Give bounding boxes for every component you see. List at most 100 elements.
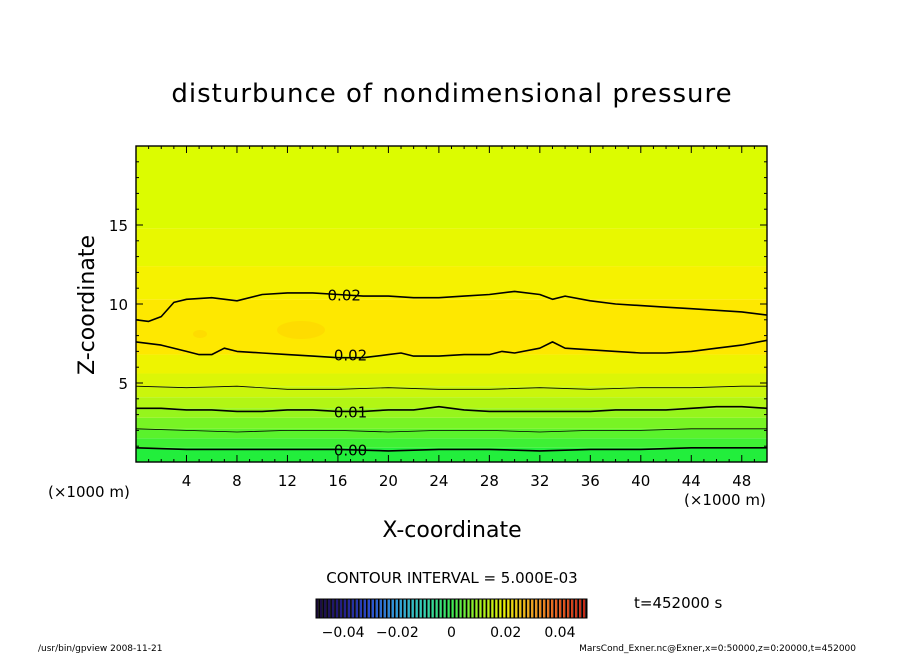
colorbar-stripe	[387, 599, 390, 618]
y-axis: 5 10 15	[109, 161, 767, 447]
x-tick-label: 20	[379, 472, 398, 490]
colorbar-stripe	[483, 599, 486, 618]
fill-band-5	[136, 397, 767, 409]
colorbar-gap	[485, 599, 488, 618]
colorbar-stripe	[507, 599, 510, 618]
contour-label-1: 0.02	[334, 347, 367, 365]
time-label: t=452000 s	[634, 594, 722, 612]
colorbar-gap	[557, 599, 560, 618]
colorbar-stripe	[547, 599, 550, 618]
colorbar-gap	[445, 599, 448, 618]
colorbar-stripe	[371, 599, 374, 618]
colorbar-stripe	[347, 599, 351, 618]
colorbar-stripe	[319, 599, 323, 618]
colorbar-gap	[465, 599, 468, 618]
x-unit-label-left: (×1000 m)	[48, 483, 130, 501]
colorbar-stripe	[435, 599, 438, 618]
colorbar-stripe	[459, 599, 462, 618]
colorbar-tick-label: 0.04	[544, 625, 575, 641]
colorbar-gap	[497, 599, 500, 618]
x-unit-label-right: (×1000 m)	[684, 491, 766, 509]
colorbar-gap	[318, 599, 320, 618]
x-tick-label: 16	[328, 472, 347, 490]
colorbar-stripe	[491, 599, 494, 618]
colorbar-stripe	[543, 599, 546, 618]
colorbar-stripe	[439, 599, 442, 618]
colorbar-stripe	[419, 599, 422, 618]
x-tick-label: 24	[429, 472, 448, 490]
colorbar-gap	[553, 599, 556, 618]
colorbar-stripe	[363, 599, 367, 618]
x-tick-label: 28	[480, 472, 499, 490]
colorbar-gap	[401, 599, 404, 618]
colorbar-stripe	[567, 599, 570, 618]
colorbar-gap	[489, 599, 492, 618]
fill-band-10	[136, 266, 767, 300]
colorbar-stripe	[519, 599, 522, 618]
contour-label-3: 0.00	[334, 441, 367, 459]
colorbar-gap	[509, 599, 512, 618]
colorbar-stripe	[447, 599, 450, 618]
contour-interval: CONTOUR INTERVAL = 5.000E-03	[326, 569, 577, 587]
colorbar-stripe	[511, 599, 514, 618]
fill-band-3	[136, 417, 767, 429]
colorbar-gap	[469, 599, 472, 618]
colorbar-tick-label: 0.02	[490, 625, 521, 641]
colorbar-gap	[338, 599, 340, 618]
colorbar-frame	[315, 598, 588, 619]
colorbar-stripe	[375, 599, 378, 618]
local-maximum-blob	[277, 321, 325, 339]
y-tick-label: 15	[109, 217, 128, 235]
colorbar-gap	[461, 599, 464, 618]
colorbar-stripe	[343, 599, 347, 618]
y-tick-label: 5	[118, 375, 128, 393]
colorbar-gap	[545, 599, 548, 618]
footer-right: MarsCond_Exner.nc@Exner,x=0:50000,z=0:20…	[579, 644, 856, 654]
y-tick-label: 10	[109, 296, 128, 314]
colorbar-gap	[326, 599, 328, 618]
colorbar-gap	[397, 599, 400, 618]
colorbar-gap	[421, 599, 424, 618]
colorbar-gap	[457, 599, 460, 618]
fill-band-11	[136, 228, 767, 267]
colorbar-gap	[517, 599, 520, 618]
colorbar-stripe	[423, 599, 426, 618]
colorbar-stripe	[499, 599, 502, 618]
colorbar-stripe	[487, 599, 490, 618]
colorbar-stripe	[455, 599, 458, 618]
colorbar-stripe	[355, 599, 359, 618]
contour-lines	[136, 290, 767, 452]
colorbar-gap	[377, 599, 380, 618]
x-tick-label: 44	[682, 472, 701, 490]
colorbar-stripe	[335, 599, 339, 618]
colorbar-stripe	[411, 599, 414, 618]
colorbar-gap	[477, 599, 480, 618]
colorbar-gap	[525, 599, 528, 618]
colorbar-stripe	[399, 599, 402, 618]
colorbar-stripe	[563, 599, 566, 618]
colorbar-gap	[366, 599, 368, 618]
colorbar-stripe	[527, 599, 530, 618]
colorbar-stripe	[555, 599, 558, 618]
colorbar-gap	[405, 599, 408, 618]
colorbar-stripe	[479, 599, 482, 618]
colorbar-gap	[533, 599, 536, 618]
colorbar-tick-label: 0	[447, 625, 456, 641]
colorbar-gap	[342, 599, 344, 618]
fill-band-12	[136, 146, 767, 229]
colorbar-gap	[441, 599, 444, 618]
contour-line-0	[136, 290, 767, 323]
colorbar-stripe	[535, 599, 538, 618]
colorbar-gap	[354, 599, 356, 618]
color-fill-bands	[136, 146, 767, 462]
colorbar-stripe	[443, 599, 446, 618]
colorbar-stripe	[523, 599, 526, 618]
colorbar-stripe	[316, 599, 319, 618]
colorbar-gap	[537, 599, 540, 618]
fill-band-6	[136, 386, 767, 398]
colorbar-gap	[362, 599, 364, 618]
colorbar-stripe	[415, 599, 418, 618]
contour-line-5	[136, 447, 767, 452]
colorbar-gap	[417, 599, 420, 618]
contour-labels: 0.02 0.02 0.01 0.00	[328, 287, 368, 460]
